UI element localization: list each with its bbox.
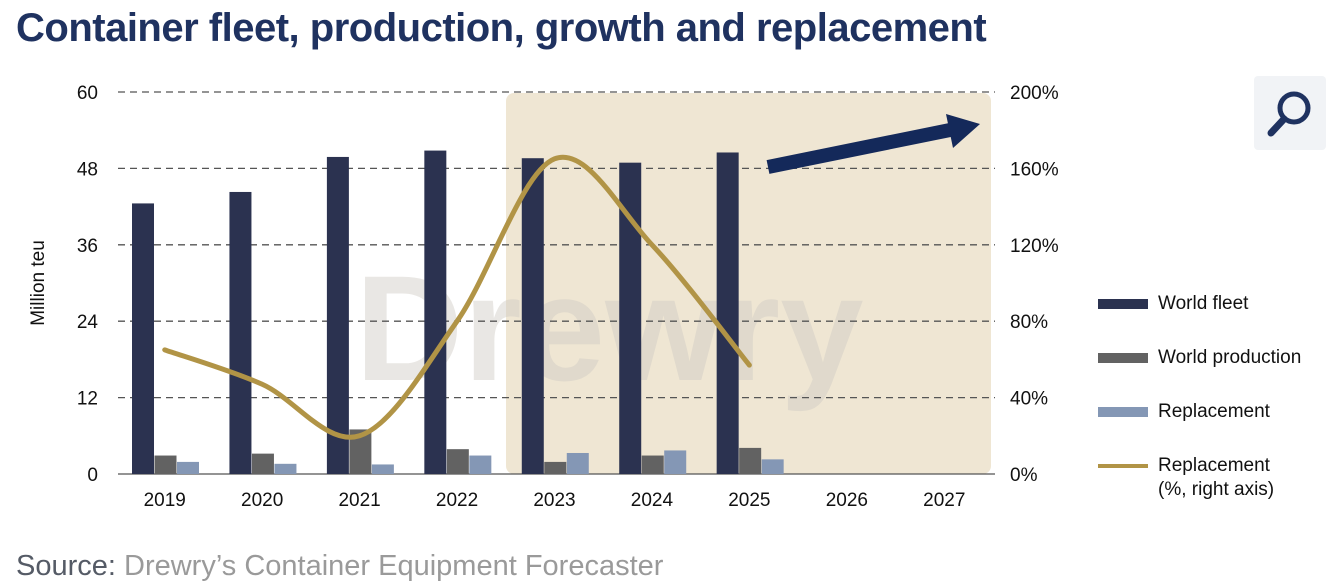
bar-world-production: [739, 447, 762, 474]
zoom-button[interactable]: [1254, 76, 1326, 150]
source-label: Source:: [16, 550, 116, 582]
chart-title: Container fleet, production, growth and …: [16, 6, 987, 50]
y-tick-label: 36: [77, 236, 98, 257]
legend-label-world-production: World production: [1158, 347, 1302, 368]
bar-world-production: [154, 455, 177, 474]
x-tick-label: 2022: [436, 490, 478, 511]
bar-world-production: [446, 449, 469, 474]
y-tick-label: 12: [77, 389, 98, 410]
legend-label-world-fleet: World fleet: [1158, 293, 1249, 314]
legend-swatch-replacement-pct: [1098, 464, 1148, 468]
replacement-pct-line: [162, 154, 752, 440]
bar-world-fleet: [521, 158, 544, 475]
x-tick-label: 2027: [923, 490, 965, 511]
y-tick-label: 60: [77, 83, 98, 104]
bar-replacement: [274, 463, 297, 474]
bar-world-production: [641, 455, 664, 474]
bar-world-fleet: [132, 203, 154, 474]
legend-swatch-world-fleet: [1098, 299, 1148, 309]
y2-tick-label: 0%: [1010, 465, 1038, 486]
trend-arrow: [766, 114, 980, 174]
bar-world-fleet: [424, 150, 447, 474]
bar-world-production: [349, 429, 372, 474]
y-tick-label: 24: [77, 312, 99, 333]
y2-tick-label: 40%: [1010, 389, 1048, 410]
bar-world-production: [544, 461, 567, 474]
bar-replacement: [371, 464, 394, 474]
x-tick-label: 2025: [728, 490, 770, 511]
legend-swatch-world-production: [1098, 353, 1148, 363]
bar-replacement: [761, 459, 784, 474]
y2-tick-label: 80%: [1010, 312, 1048, 333]
bar-world-fleet: [619, 162, 642, 475]
bar-world-production: [251, 453, 274, 474]
source-text: Drewry’s Container Equipment Forecaster: [124, 550, 664, 582]
bar-replacement: [469, 455, 492, 474]
magnifier-icon: [1267, 91, 1311, 137]
y-tick-label: 48: [77, 159, 98, 180]
bar-world-fleet: [716, 152, 739, 474]
x-tick-label: 2024: [631, 490, 674, 511]
y-tick-label: 0: [87, 465, 98, 486]
legend-label-replacement: Replacement: [1158, 401, 1270, 422]
legend-swatch-replacement: [1098, 407, 1148, 417]
bar-replacement: [566, 452, 589, 474]
bar-world-fleet: [326, 156, 349, 474]
x-tick-label: 2021: [338, 490, 380, 511]
y2-tick-label: 120%: [1010, 236, 1059, 257]
legend-label-replacement-pct-note: (%, right axis): [1158, 479, 1275, 500]
y-axis-label: Million teu: [28, 240, 49, 326]
x-tick-label: 2023: [533, 490, 575, 511]
bar-replacement: [177, 461, 199, 474]
bar-replacement: [664, 450, 687, 474]
y2-tick-label: 160%: [1010, 159, 1059, 180]
x-tick-label: 2019: [144, 490, 186, 511]
bar-world-fleet: [229, 191, 252, 474]
legend-label-replacement-pct: Replacement: [1158, 455, 1270, 476]
y2-tick-label: 200%: [1010, 83, 1059, 104]
source-line: Source: Drewry’s Container Equipment For…: [16, 550, 663, 583]
x-tick-label: 2020: [241, 490, 283, 511]
x-tick-label: 2026: [826, 490, 868, 511]
